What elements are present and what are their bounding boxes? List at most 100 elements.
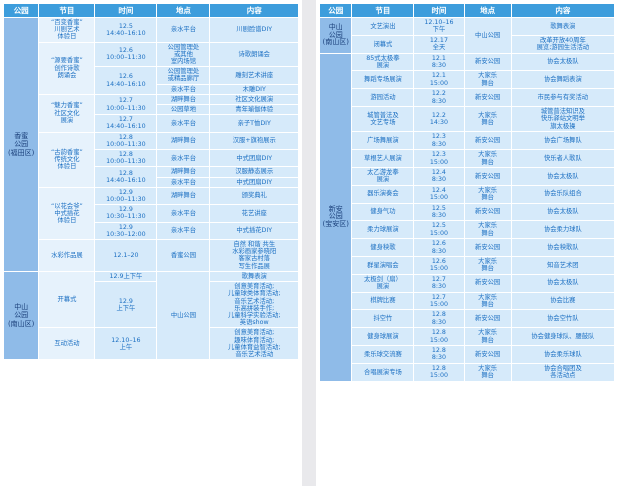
- schedule-row: 合唱展演专场 12.8 15:00 大家乐 舞台 协会合唱团及 各活动点: [320, 362, 616, 382]
- column-header: 内容: [510, 3, 616, 18]
- schedule-cell: 市民参与有奖活动: [510, 88, 616, 108]
- header-row: 公园 节目 时间 地点 内容: [318, 3, 616, 18]
- schedule-row: 12.6 14:40–16:10 公园管理处 或精品廊厅 雕刻艺术讲座: [4, 66, 299, 95]
- schedule-cell: 创意美育活动; 趣味体育活动; 儿童体育益智活动; 音乐艺术活动: [209, 327, 299, 361]
- schedule-cell: 大家乐 舞台: [463, 106, 512, 133]
- schedule-cell: 12.7 15:00: [413, 291, 465, 311]
- schedule-cell: 新安公园: [463, 273, 512, 293]
- schedule-cell: 12.7 8:30: [413, 273, 465, 293]
- schedule-cell: 雕刻艺术讲座: [209, 66, 299, 85]
- column-header: 内容: [209, 3, 299, 18]
- schedule-cell: 85式太极拳 展演: [351, 52, 415, 72]
- schedule-row: 香蜜 公园 (福田区) “百变香蜜” 川剧艺术 体验日 12.5 14:40–16:…: [2, 17, 299, 272]
- left-page: 公园 节目 时间 地点 内容 香蜜 公园 (福田区) “百变香蜜” 川剧艺术 体验日 12.5…: [0, 0, 302, 486]
- schedule-cell: 12.3 8:30: [413, 131, 465, 151]
- schedule-cell: “古韵香蜜” 传统文化 体验日: [38, 131, 96, 188]
- schedule-cell: 青年瑜伽体验: [209, 104, 299, 116]
- schedule-cell: 12.6 10:00–11:30: [94, 41, 158, 68]
- schedule-cell: 12.9 上下午: [94, 281, 158, 329]
- schedule-cell: 协会舞蹈表演: [510, 70, 616, 90]
- column-header: 时间: [94, 3, 158, 18]
- schedule-cell: 12.5 15:00: [413, 220, 465, 240]
- schedule-cell: 中山公园: [463, 17, 512, 54]
- schedule-cell: 12.2 14:30: [413, 106, 465, 133]
- schedule-cell: 大家乐 舞台: [463, 255, 512, 275]
- schedule-cell: 歌舞表演: [209, 270, 299, 283]
- schedule-row: 健身气功 12.5 8:30 新安公园 协会太极队: [320, 202, 616, 222]
- schedule-cell: 创意美育活动; 儿童球类体育活动; 音乐艺术活动; 乐高拼装手作; 儿童科学实验…: [209, 281, 299, 329]
- schedule-cell: 协会太极队: [510, 273, 616, 293]
- schedule-cell: 健身球展演: [351, 327, 415, 347]
- schedule-cell: 歌舞表演: [510, 17, 616, 36]
- schedule-cell: 健身秧歌: [351, 238, 415, 257]
- schedule-cell: 新安公园: [463, 309, 512, 329]
- table-body: 香蜜 公园 (福田区) “百变香蜜” 川剧艺术 体验日 12.5 14:40–16:…: [2, 17, 299, 361]
- schedule-cell: 开幕式: [38, 270, 96, 329]
- column-header: 公园: [318, 3, 353, 18]
- schedule-cell: 湖畔舞台: [156, 166, 211, 178]
- schedule-cell: 汉服静态展示: [209, 166, 299, 178]
- schedule-cell: 12.6 14:40–16:10: [94, 66, 158, 95]
- left-schedule-table: 公园 节目 时间 地点 内容 香蜜 公园 (福田区) “百变香蜜” 川剧艺术 体验日 12.5…: [2, 3, 299, 361]
- schedule-cell: 川剧脸谱DIY: [209, 17, 299, 43]
- schedule-cell: 棋牌比赛: [351, 291, 415, 311]
- schedule-cell: 公园草地: [156, 104, 211, 116]
- schedule-row: 12.9 上下午 创意美育活动; 儿童球类体育活动; 音乐艺术活动; 乐高拼装手作…: [4, 281, 299, 329]
- column-header: 公园: [2, 3, 40, 18]
- schedule-cell: 抖空竹: [351, 309, 415, 329]
- schedule-row: 12.8 10:00–11:30 亲水平台 中式团扇DIY: [4, 149, 299, 168]
- schedule-row: “以花会爷” 中式插花 体验日 12.9 10:00–11:30 湖畔舞台 颁奖典礼: [4, 186, 299, 241]
- schedule-cell: 亲水平台: [156, 176, 211, 188]
- schedule-cell: 新安公园: [463, 88, 512, 108]
- schedule-cell: 亲水平台: [156, 204, 211, 223]
- schedule-cell: 新安公园: [463, 202, 512, 222]
- schedule-cell: 12.6 15:00: [413, 255, 465, 275]
- schedule-cell: 协会太极队: [510, 52, 616, 72]
- schedule-cell: 协会柔乐球队: [510, 345, 616, 364]
- table-body: 中山 公园 (南山区) 文艺演出 12.10–16 下午 中山公园 歌舞表演 闭幕式 12.…: [318, 17, 616, 382]
- schedule-row: 中山 公园 (南山区) 开幕式 12.9上下午 中山公园 歌舞表演: [2, 270, 299, 361]
- schedule-cell: 自然 和谐 共生 水彩画家参晓阳 客家古村落 写生作品展: [209, 239, 299, 272]
- schedule-cell: “魅力香蜜” 社区文化 展演: [38, 93, 96, 133]
- schedule-row: “古韵香蜜” 传统文化 体验日 12.8 10:00–11:30 湖畔舞台 汉服+旗袍…: [4, 131, 299, 188]
- schedule-cell: 12.8 14:40–16:10: [94, 166, 158, 188]
- schedule-cell: 12.3 15:00: [413, 149, 465, 168]
- schedule-cell: 公园管理处 或其他 室内场馆: [156, 41, 211, 68]
- schedule-cell: 12.1 8:30: [413, 52, 465, 72]
- schedule-cell: 诗歌朗诵会: [209, 41, 299, 68]
- schedule-cell: 合唱展演专场: [351, 362, 415, 382]
- schedule-cell: 协会广场舞队: [510, 131, 616, 151]
- schedule-cell: 12.8 15:00: [413, 362, 465, 382]
- schedule-cell: 12.9 10:00–11:30: [94, 186, 158, 206]
- schedule-row: 闭幕式 12.17 全天 改革开放40周年 展览;游园生活活动: [320, 34, 616, 54]
- schedule-cell: 改革开放40周年 展览;游园生活活动: [510, 34, 616, 54]
- schedule-cell: 器乐演奏会: [351, 184, 415, 204]
- schedule-cell: 中式插花DIY: [209, 221, 299, 241]
- schedule-cell: 12.10–16 下午: [413, 17, 465, 36]
- schedule-cell: 12.8 8:30: [413, 309, 465, 329]
- schedule-row: 器乐演奏会 12.4 15:00 大家乐 舞台 协会乐队组合: [320, 184, 616, 204]
- schedule-cell: 大家乐 舞台: [463, 362, 512, 382]
- schedule-cell: 中式团扇DIY: [209, 176, 299, 188]
- schedule-cell: 太乙游龙拳 展演: [351, 166, 415, 186]
- schedule-cell: 12.5 14:40–16:10: [94, 17, 158, 43]
- schedule-row: 太极剑（扇） 展演 12.7 8:30 新安公园 协会太极队: [320, 273, 616, 293]
- schedule-cell: 太极剑（扇） 展演: [351, 273, 415, 293]
- schedule-cell: 新安公园: [463, 131, 512, 151]
- table-header: 公园 节目 时间 地点 内容: [318, 3, 616, 18]
- schedule-cell: 湖畔舞台: [156, 186, 211, 206]
- schedule-row: 健身秧歌 12.6 8:30 新安公园 协会秧歌队: [320, 238, 616, 257]
- schedule-row: 太乙游龙拳 展演 12.4 8:30 新安公园 协会太极队: [320, 166, 616, 186]
- schedule-cell: 亲水平台: [156, 83, 211, 95]
- column-header: 节目: [351, 3, 415, 18]
- schedule-cell: 游园活动: [351, 88, 415, 108]
- schedule-cell: 湖畔舞台: [156, 131, 211, 151]
- schedule-cell: 健身气功: [351, 202, 415, 222]
- schedule-cell: 木雕DIY: [209, 83, 299, 95]
- schedule-cell: “百变香蜜” 川剧艺术 体验日: [38, 17, 96, 43]
- schedule-cell: 舞蹈专场展演: [351, 70, 415, 90]
- schedule-cell: 互动活动: [38, 327, 96, 361]
- schedule-cell: 12.10–16 上午: [94, 327, 158, 361]
- column-header: 时间: [413, 3, 465, 18]
